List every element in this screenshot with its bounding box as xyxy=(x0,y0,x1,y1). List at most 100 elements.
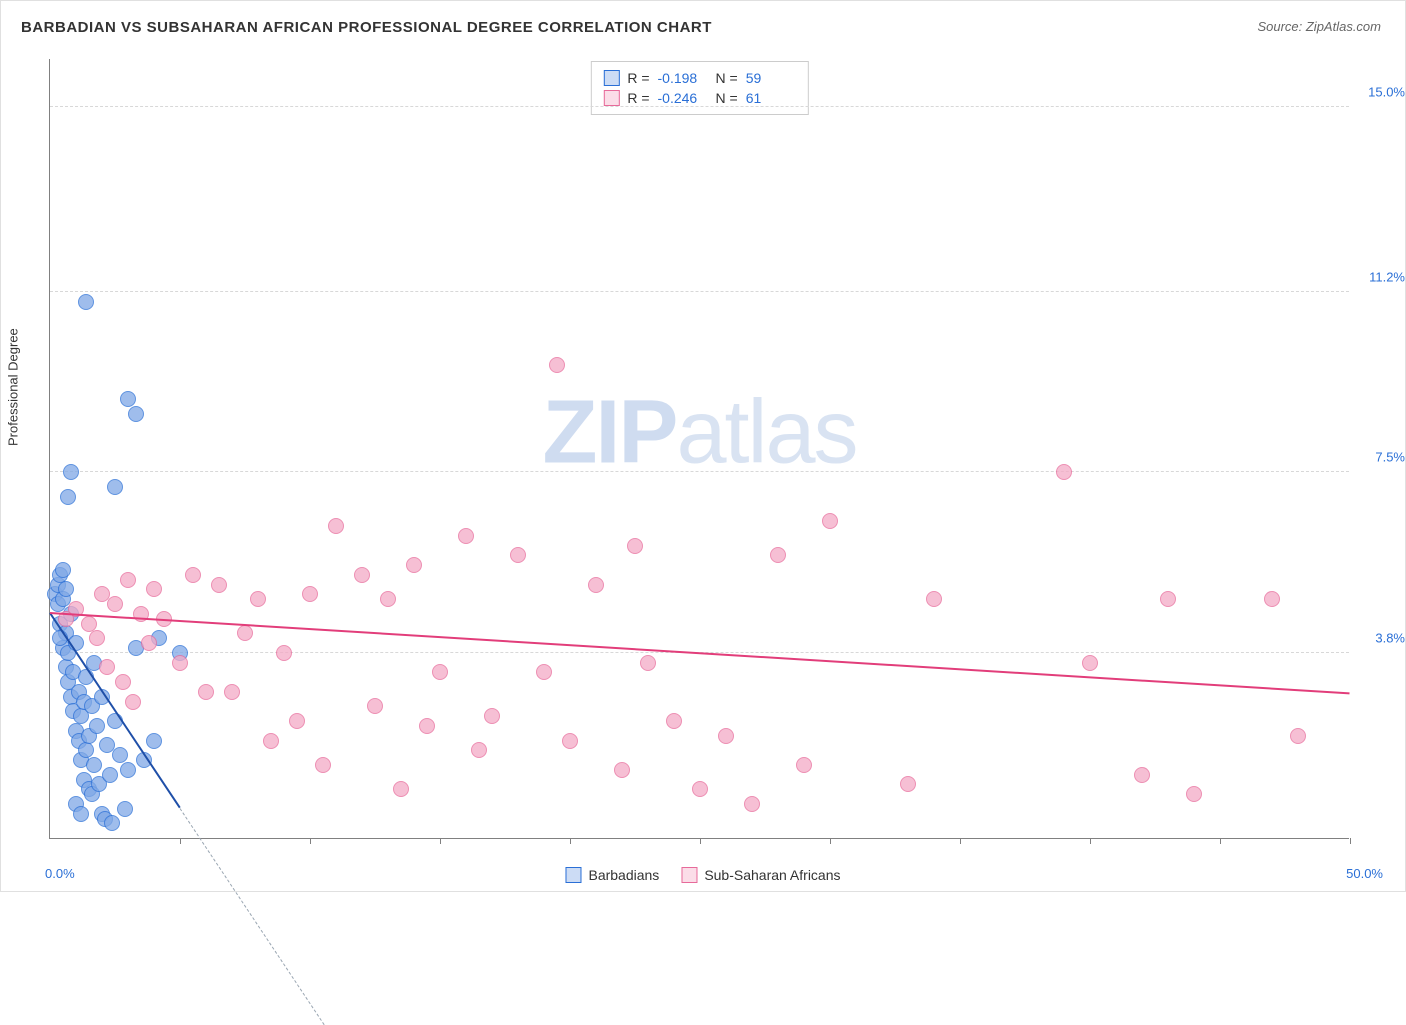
trendline-extension-barbadians xyxy=(180,808,325,1025)
scatter-point-subsaharan xyxy=(81,616,97,632)
watermark: ZIPatlas xyxy=(542,381,856,484)
plot-area: ZIPatlas R =-0.198N =59R =-0.246N =61 3.… xyxy=(49,59,1349,839)
scatter-point-subsaharan xyxy=(380,591,396,607)
scatter-point-barbadians xyxy=(112,747,128,763)
scatter-point-subsaharan xyxy=(471,742,487,758)
y-tick-label: 15.0% xyxy=(1355,84,1405,99)
source-name: ZipAtlas.com xyxy=(1306,19,1381,34)
x-tick xyxy=(310,838,311,844)
scatter-point-subsaharan xyxy=(172,655,188,671)
scatter-point-subsaharan xyxy=(510,547,526,563)
scatter-point-subsaharan xyxy=(141,635,157,651)
scatter-point-subsaharan xyxy=(198,684,214,700)
scatter-point-subsaharan xyxy=(393,781,409,797)
x-axis-origin-label: 0.0% xyxy=(45,866,75,881)
scatter-point-barbadians xyxy=(86,757,102,773)
scatter-point-subsaharan xyxy=(562,733,578,749)
x-tick xyxy=(830,838,831,844)
stat-N-value: 61 xyxy=(746,90,796,106)
scatter-point-subsaharan xyxy=(1160,591,1176,607)
scatter-point-subsaharan xyxy=(1134,767,1150,783)
scatter-point-subsaharan xyxy=(315,757,331,773)
scatter-point-barbadians xyxy=(73,806,89,822)
scatter-point-subsaharan xyxy=(224,684,240,700)
source-attribution: Source: ZipAtlas.com xyxy=(1257,19,1381,34)
gridline-horizontal xyxy=(50,471,1349,472)
scatter-point-subsaharan xyxy=(185,567,201,583)
x-tick xyxy=(700,838,701,844)
stat-R-label: R = xyxy=(627,70,649,86)
chart-container: BARBADIAN VS SUBSAHARAN AFRICAN PROFESSI… xyxy=(0,0,1406,892)
scatter-point-barbadians xyxy=(102,767,118,783)
x-tick xyxy=(180,838,181,844)
swatch-subsaharan xyxy=(603,90,619,106)
scatter-point-subsaharan xyxy=(125,694,141,710)
x-axis-max-label: 50.0% xyxy=(1346,866,1383,881)
gridline-horizontal xyxy=(50,291,1349,292)
y-tick-label: 11.2% xyxy=(1355,270,1405,285)
scatter-point-subsaharan xyxy=(1082,655,1098,671)
scatter-point-barbadians xyxy=(78,294,94,310)
scatter-point-subsaharan xyxy=(289,713,305,729)
stat-N-value: 59 xyxy=(746,70,796,86)
scatter-point-subsaharan xyxy=(549,357,565,373)
scatter-point-barbadians xyxy=(78,742,94,758)
watermark-light: atlas xyxy=(676,382,856,482)
gridline-horizontal xyxy=(50,106,1349,107)
scatter-point-subsaharan xyxy=(89,630,105,646)
scatter-point-barbadians xyxy=(120,762,136,778)
scatter-point-subsaharan xyxy=(614,762,630,778)
scatter-point-subsaharan xyxy=(146,581,162,597)
bottom-legend: Barbadians Sub-Saharan Africans xyxy=(565,867,840,883)
scatter-point-subsaharan xyxy=(900,776,916,792)
swatch-subsaharan xyxy=(681,867,697,883)
stat-row-barbadians: R =-0.198N =59 xyxy=(603,68,795,88)
scatter-point-subsaharan xyxy=(822,513,838,529)
scatter-point-subsaharan xyxy=(406,557,422,573)
scatter-point-barbadians xyxy=(89,718,105,734)
scatter-point-subsaharan xyxy=(627,538,643,554)
scatter-point-subsaharan xyxy=(640,655,656,671)
legend-item-subsaharan: Sub-Saharan Africans xyxy=(681,867,840,883)
scatter-point-subsaharan xyxy=(718,728,734,744)
scatter-point-subsaharan xyxy=(926,591,942,607)
watermark-bold: ZIP xyxy=(542,382,676,482)
scatter-point-subsaharan xyxy=(432,664,448,680)
source-label: Source: xyxy=(1257,19,1305,34)
scatter-point-barbadians xyxy=(107,479,123,495)
x-tick xyxy=(1090,838,1091,844)
x-tick xyxy=(1350,838,1351,844)
scatter-point-subsaharan xyxy=(237,625,253,641)
scatter-point-subsaharan xyxy=(588,577,604,593)
scatter-point-subsaharan xyxy=(354,567,370,583)
stat-N-label: N = xyxy=(716,90,738,106)
scatter-point-subsaharan xyxy=(1264,591,1280,607)
scatter-point-barbadians xyxy=(117,801,133,817)
scatter-point-subsaharan xyxy=(484,708,500,724)
scatter-point-subsaharan xyxy=(458,528,474,544)
x-tick xyxy=(1220,838,1221,844)
scatter-point-subsaharan xyxy=(328,518,344,534)
scatter-point-subsaharan xyxy=(1186,786,1202,802)
scatter-point-subsaharan xyxy=(796,757,812,773)
y-axis-title: Professional Degree xyxy=(6,328,21,446)
y-tick-label: 3.8% xyxy=(1355,630,1405,645)
scatter-point-subsaharan xyxy=(107,596,123,612)
scatter-point-subsaharan xyxy=(419,718,435,734)
swatch-barbadians xyxy=(565,867,581,883)
scatter-point-subsaharan xyxy=(276,645,292,661)
scatter-point-subsaharan xyxy=(120,572,136,588)
scatter-point-subsaharan xyxy=(770,547,786,563)
scatter-point-barbadians xyxy=(146,733,162,749)
scatter-point-subsaharan xyxy=(692,781,708,797)
scatter-point-barbadians xyxy=(58,581,74,597)
scatter-point-subsaharan xyxy=(1290,728,1306,744)
scatter-point-subsaharan xyxy=(302,586,318,602)
stat-N-label: N = xyxy=(716,70,738,86)
x-tick xyxy=(440,838,441,844)
legend-item-barbadians: Barbadians xyxy=(565,867,659,883)
scatter-point-subsaharan xyxy=(536,664,552,680)
scatter-point-barbadians xyxy=(60,489,76,505)
stat-R-value: -0.246 xyxy=(658,90,708,106)
legend-label: Sub-Saharan Africans xyxy=(704,867,840,883)
